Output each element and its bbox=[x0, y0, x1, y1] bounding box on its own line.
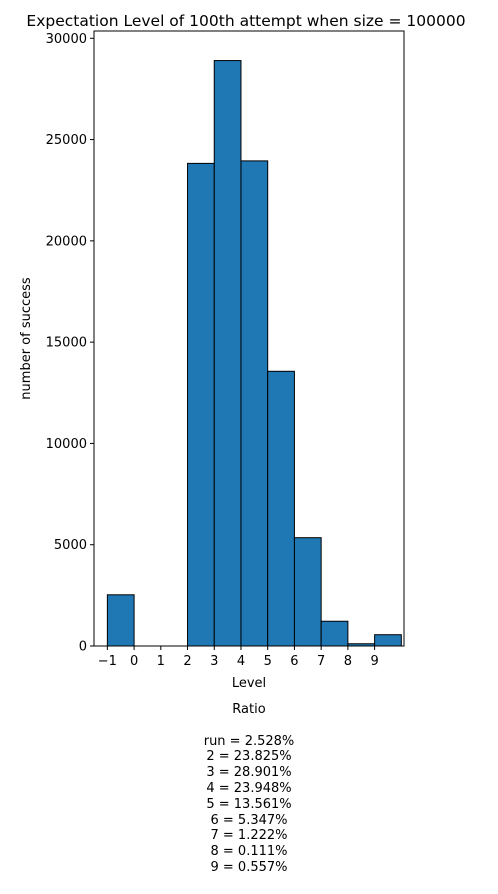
x-tick-label: 7 bbox=[317, 654, 325, 669]
bar-3 bbox=[213, 60, 242, 647]
bar-9 bbox=[374, 634, 402, 647]
x-axis: −1 0 1 2 3 4 5 6 7 8 9 bbox=[98, 646, 379, 669]
bar-minus1 bbox=[106, 594, 135, 647]
x-tick-label: −1 bbox=[98, 654, 117, 669]
y-tick-label: 10000 bbox=[46, 437, 87, 452]
x-tick-label: 4 bbox=[237, 654, 245, 669]
ratio-summary: Ratio run = 2.528% 2 = 23.825% 3 = 28.90… bbox=[0, 702, 498, 876]
x-tick-label: 5 bbox=[264, 654, 272, 669]
bar-5 bbox=[267, 370, 295, 647]
y-tick-label: 15000 bbox=[46, 336, 87, 351]
x-tick-label: 1 bbox=[157, 654, 165, 669]
ratio-title: Ratio bbox=[232, 702, 266, 717]
y-tick-label: 25000 bbox=[46, 133, 87, 148]
x-tick-label: 9 bbox=[370, 654, 378, 669]
chart-title: Expectation Level of 100th attempt when … bbox=[26, 12, 465, 30]
y-axis-label: number of success bbox=[19, 277, 34, 400]
ratio-line-level-7: 7 = 1.222% bbox=[210, 828, 288, 844]
x-tick-label: 6 bbox=[290, 654, 298, 669]
ratio-line-level-3: 3 = 28.901% bbox=[206, 765, 292, 781]
ratio-line-run: run = 2.528% bbox=[203, 733, 295, 749]
bars-group bbox=[106, 60, 402, 647]
ratio-line-level-6: 6 = 5.347% bbox=[210, 812, 288, 828]
histogram-chart: Expectation Level of 100th attempt when … bbox=[19, 12, 466, 691]
ratio-line-level-8: 8 = 0.111% bbox=[210, 844, 288, 860]
x-tick-label: 3 bbox=[210, 654, 218, 669]
x-tick-label: 0 bbox=[130, 654, 138, 669]
x-axis-label: Level bbox=[232, 676, 266, 691]
x-tick-label: 2 bbox=[183, 654, 191, 669]
y-axis: 0 5000 10000 15000 20000 25000 30000 bbox=[46, 32, 94, 655]
ratio-line-level-5: 5 = 13.561% bbox=[206, 796, 292, 812]
ratio-line-level-4: 4 = 23.948% bbox=[206, 780, 292, 796]
y-tick-label: 0 bbox=[79, 640, 87, 655]
x-tick-label: 8 bbox=[344, 654, 352, 669]
ratio-line-level-9: 9 = 0.557% bbox=[210, 859, 288, 875]
y-tick-label: 20000 bbox=[46, 234, 87, 249]
plot-frame bbox=[93, 30, 405, 647]
bar-6 bbox=[293, 537, 322, 647]
ratio-line-level-2: 2 = 23.825% bbox=[206, 749, 292, 765]
bar-4 bbox=[240, 160, 269, 647]
y-tick-label: 5000 bbox=[54, 538, 87, 553]
bar-7 bbox=[320, 620, 349, 647]
bar-2 bbox=[187, 162, 215, 647]
y-tick-label: 30000 bbox=[46, 32, 87, 47]
